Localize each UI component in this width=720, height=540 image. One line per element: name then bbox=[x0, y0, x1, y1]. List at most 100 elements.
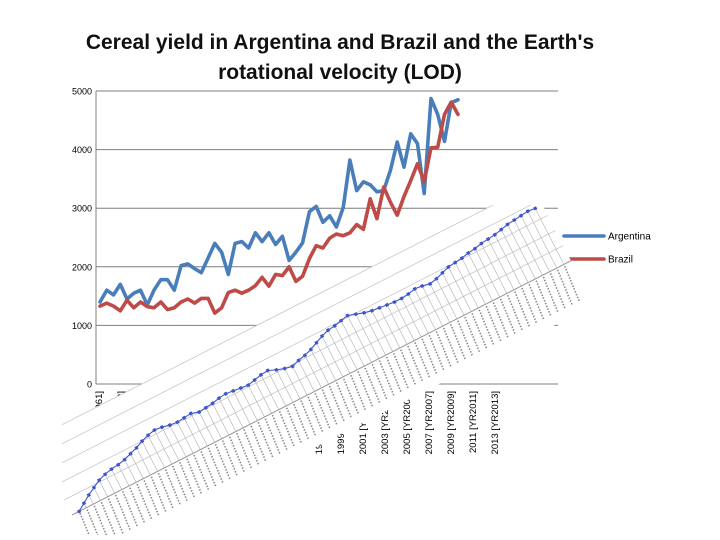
lod-x-tick-mark bbox=[129, 487, 146, 524]
lod-x-tick-mark bbox=[122, 491, 139, 527]
lod-x-tick-mark bbox=[521, 287, 538, 324]
lod-drop-line bbox=[316, 342, 337, 381]
x-tick-label: 2003 [YR2003] bbox=[380, 391, 391, 454]
lod-point bbox=[181, 415, 187, 420]
lod-point bbox=[159, 425, 165, 430]
lod-drop-line bbox=[514, 219, 543, 276]
lod-x-tick-mark bbox=[392, 353, 409, 389]
lod-point bbox=[290, 364, 295, 369]
lod-x-tick-mark bbox=[528, 284, 545, 320]
x-tick-label: 2001 [YR2001] bbox=[358, 391, 369, 454]
lod-point bbox=[472, 246, 478, 251]
lod-x-tick-mark bbox=[136, 483, 153, 520]
lod-drop-line bbox=[198, 411, 215, 443]
lod-point bbox=[427, 281, 433, 287]
lod-point bbox=[76, 509, 82, 514]
lod-x-tick-mark bbox=[307, 396, 324, 433]
lod-point bbox=[258, 372, 264, 377]
lod-point bbox=[116, 462, 121, 467]
lod-drop-line bbox=[386, 304, 408, 345]
lod-x-tick-mark bbox=[328, 385, 345, 422]
lod-point bbox=[518, 213, 524, 218]
lod-drop-line bbox=[494, 234, 522, 287]
lod-point bbox=[139, 438, 145, 444]
lod-x-tick-mark bbox=[193, 454, 210, 491]
lod-point bbox=[479, 241, 484, 246]
lod-x-tick-mark bbox=[186, 458, 203, 495]
lod-x-tick-mark bbox=[243, 429, 260, 466]
lod-drop-line bbox=[379, 307, 401, 349]
lod-x-tick-mark bbox=[357, 371, 374, 408]
lod-point bbox=[81, 501, 87, 506]
lod-drop-line bbox=[177, 422, 194, 454]
lod-drop-line bbox=[130, 453, 144, 479]
lod-x-tick-mark bbox=[114, 494, 131, 531]
lod-drop-line bbox=[88, 494, 94, 505]
lod-point bbox=[210, 401, 215, 406]
lod-chart-panel bbox=[62, 205, 592, 535]
lod-drop-line bbox=[98, 480, 108, 497]
lod-drop-line bbox=[276, 369, 294, 403]
slide-title-line-1: Cereal yield in Argentina and Brazil and… bbox=[85, 31, 595, 54]
lod-x-tick-mark bbox=[556, 269, 573, 306]
lod-x-tick-mark bbox=[286, 407, 303, 444]
chart-legend: Argentina Brazil bbox=[562, 232, 651, 266]
lod-drop-line bbox=[147, 435, 165, 468]
series-line-brazil bbox=[98, 100, 460, 315]
lod-point bbox=[282, 366, 287, 371]
lod-point bbox=[319, 333, 325, 339]
lod-drop-line bbox=[141, 440, 158, 472]
lod-x-tick-mark bbox=[442, 327, 459, 364]
lod-drop-line bbox=[93, 487, 101, 501]
x-tick-label: 2009 [YR2009] bbox=[446, 391, 457, 454]
lod-point bbox=[384, 302, 390, 308]
lod-drop-line bbox=[436, 278, 458, 320]
lod-point bbox=[203, 405, 209, 410]
lod-drop-line bbox=[481, 243, 508, 294]
lod-x-tick-mark bbox=[264, 418, 281, 455]
lod-x-tick-mark bbox=[221, 440, 238, 477]
lod-x-tick-mark bbox=[250, 425, 267, 462]
lod-x-tick-mark bbox=[236, 432, 253, 469]
lod-drop-line bbox=[408, 293, 429, 334]
lod-drop-line bbox=[500, 229, 529, 283]
lod-x-axis bbox=[71, 260, 572, 516]
lod-x-tick-mark bbox=[449, 323, 467, 360]
lod-point bbox=[86, 492, 91, 498]
lod-point bbox=[452, 260, 458, 265]
lod-point bbox=[420, 283, 425, 289]
lod-drop-line bbox=[205, 407, 222, 439]
lod-point bbox=[91, 485, 97, 490]
lod-x-tick-mark bbox=[300, 400, 317, 437]
lod-point bbox=[525, 209, 530, 214]
x-tick-label: 2013 [YR2013] bbox=[490, 391, 501, 454]
lod-drop-line bbox=[124, 459, 137, 483]
lod-drop-line bbox=[260, 374, 279, 410]
lod-x-tick-mark bbox=[400, 349, 417, 386]
lod-point bbox=[296, 358, 301, 363]
lod-x-tick-mark bbox=[371, 363, 388, 400]
lod-x-tick-mark bbox=[492, 302, 509, 339]
lod-x-tick-mark bbox=[321, 389, 338, 426]
lod-x-tick-mark bbox=[343, 378, 360, 415]
lod-point bbox=[406, 291, 411, 297]
y-tick-label: 1000 bbox=[72, 321, 92, 331]
lod-point bbox=[345, 313, 350, 318]
lod-point bbox=[377, 305, 382, 310]
lod-drop-line bbox=[104, 474, 116, 494]
lod-point bbox=[533, 206, 538, 211]
lod-drop-line bbox=[414, 288, 436, 330]
lod-drop-line bbox=[254, 379, 272, 414]
lod-point bbox=[446, 264, 451, 270]
lod-point bbox=[145, 433, 151, 438]
lod-x-tick-mark bbox=[350, 374, 367, 411]
lod-x-tick-mark bbox=[499, 298, 516, 335]
lod-x-tick-mark bbox=[471, 313, 488, 349]
lod-point bbox=[246, 382, 251, 388]
lod-point bbox=[353, 311, 358, 317]
lod-drop-line bbox=[429, 283, 451, 323]
lod-point bbox=[434, 276, 439, 281]
lod-drop-line bbox=[190, 413, 208, 447]
lod-x-tick-mark bbox=[278, 411, 295, 447]
series-line-argentina bbox=[98, 96, 460, 307]
